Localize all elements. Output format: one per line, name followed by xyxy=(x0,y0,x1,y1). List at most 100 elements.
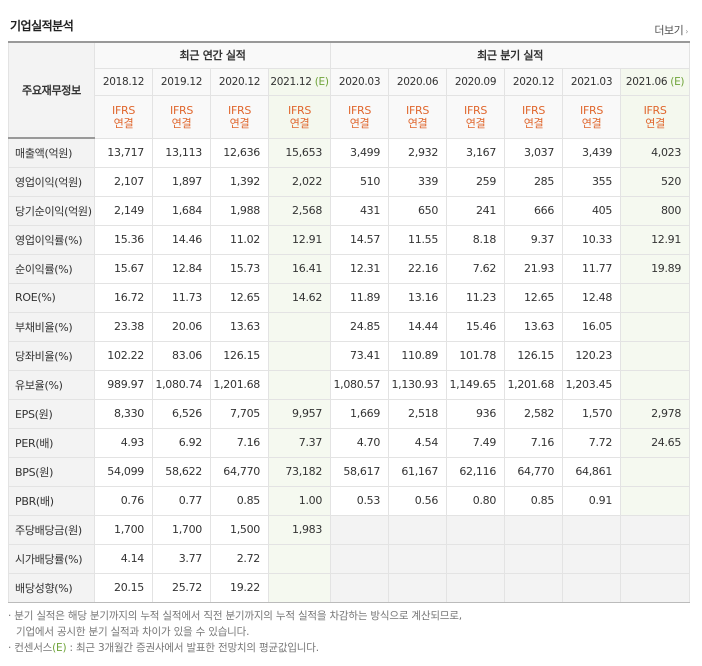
table-cell: 4,023 xyxy=(620,137,691,168)
ifrs-header: IFRS 연결 xyxy=(94,94,153,139)
table-cell: 0.53 xyxy=(330,485,390,516)
period-header: 2020.12 xyxy=(210,67,269,96)
table-cell: 21.93 xyxy=(504,253,564,284)
table-cell: 1,988 xyxy=(210,195,269,226)
table-cell xyxy=(446,543,506,574)
table-cell: 13,717 xyxy=(94,137,153,168)
table-cell: 1,080.57 xyxy=(330,369,390,400)
table-cell: 11.23 xyxy=(446,282,506,313)
table-cell: 2,582 xyxy=(504,398,564,429)
table-cell: 12.65 xyxy=(504,282,564,313)
table-row: EPS(원) 8,330 6,526 7,705 9,957 1,669 2,518 936 2… xyxy=(8,398,691,429)
table-cell: 25.72 xyxy=(152,572,211,603)
table-cell: 0.77 xyxy=(152,485,211,516)
row-label: 주당배당금(원) xyxy=(8,514,95,545)
table-cell: 3,037 xyxy=(504,137,564,168)
table-cell xyxy=(330,514,390,545)
table-cell: 16.72 xyxy=(94,282,153,313)
table-cell xyxy=(267,543,332,574)
table-row: BPS(원) 54,099 58,622 64,770 73,182 58,617 61,1… xyxy=(8,456,691,487)
table-cell: 1,570 xyxy=(562,398,622,429)
table-cell: 61,167 xyxy=(388,456,448,487)
table-cell: 6,526 xyxy=(152,398,211,429)
table-cell: 1,700 xyxy=(94,514,153,545)
section-header: 기업실적분석 더보기 › xyxy=(0,0,702,42)
table-cell: 2,932 xyxy=(388,137,448,168)
table-cell: 11.73 xyxy=(152,282,211,313)
table-cell: 2,022 xyxy=(267,166,332,197)
table-cell: 120.23 xyxy=(562,340,622,371)
row-label: EPS(원) xyxy=(8,398,95,429)
table-cell: 7,705 xyxy=(210,398,269,429)
table-cell: 4.54 xyxy=(388,427,448,458)
table-cell: 11.89 xyxy=(330,282,390,313)
table-cell: 11.77 xyxy=(562,253,622,284)
table-cell xyxy=(620,340,691,371)
period-header: 2020.03 xyxy=(330,67,390,96)
table-cell: 8,330 xyxy=(94,398,153,429)
table-cell: 7.49 xyxy=(446,427,506,458)
table-cell: 13,113 xyxy=(152,137,211,168)
row-label: 순이익률(%) xyxy=(8,253,95,284)
period-header: 2019.12 xyxy=(152,67,211,96)
table-cell xyxy=(620,572,691,603)
table-cell: 12.91 xyxy=(620,224,691,255)
ifrs-header: IFRS 연결 xyxy=(620,94,691,139)
table-row: 주당배당금(원) 1,700 1,700 1,500 1,983 xyxy=(8,514,691,545)
table-cell: 1,669 xyxy=(330,398,390,429)
table-cell: 1,203.45 xyxy=(562,369,622,400)
table-cell: 13.16 xyxy=(388,282,448,313)
row-label: BPS(원) xyxy=(8,456,95,487)
table-cell: 58,617 xyxy=(330,456,390,487)
table-cell: 1,500 xyxy=(210,514,269,545)
table-cell xyxy=(504,572,564,603)
table-row: 당좌비율(%) 102.22 83.06 126.15 73.41 110.89 101.7… xyxy=(8,340,691,371)
table-cell: 13.63 xyxy=(504,311,564,342)
table-cell: 8.18 xyxy=(446,224,506,255)
table-cell: 11.55 xyxy=(388,224,448,255)
table-cell: 1,201.68 xyxy=(504,369,564,400)
footnote-1-cont: 기업에서 공시한 분기 실적과 차이가 있을 수 있습니다. xyxy=(16,626,250,638)
more-link[interactable]: 더보기 › xyxy=(654,22,688,38)
table-cell: 10.33 xyxy=(562,224,622,255)
ifrs-header: IFRS 연결 xyxy=(152,94,211,139)
table-cell: 83.06 xyxy=(152,340,211,371)
table-row: 순이익률(%) 15.67 12.84 15.73 16.41 12.31 22.16 7.6… xyxy=(8,253,691,284)
table-cell: 0.56 xyxy=(388,485,448,516)
table-cell: 1,700 xyxy=(152,514,211,545)
ifrs-header: IFRS 연결 xyxy=(388,94,448,139)
period-header: 2021.12 (E) xyxy=(267,67,332,96)
table-cell xyxy=(620,514,691,545)
table-cell xyxy=(267,340,332,371)
table-cell: 12,636 xyxy=(210,137,269,168)
row-label: PBR(배) xyxy=(8,485,95,516)
table-cell xyxy=(388,514,448,545)
table-cell: 12.31 xyxy=(330,253,390,284)
table-cell: 1,080.74 xyxy=(152,369,211,400)
ifrs-header: IFRS 연결 xyxy=(446,94,506,139)
table-cell: 4.14 xyxy=(94,543,153,574)
table-cell: 13.63 xyxy=(210,311,269,342)
table-cell: 7.16 xyxy=(504,427,564,458)
table-cell: 989.97 xyxy=(94,369,153,400)
table-cell: 15.73 xyxy=(210,253,269,284)
table-cell: 241 xyxy=(446,195,506,226)
table-cell: 666 xyxy=(504,195,564,226)
table-cell: 650 xyxy=(388,195,448,226)
footnotes: · 분기 실적은 해당 분기까지의 누적 실적에서 직전 분기까지의 누적 실적… xyxy=(8,608,698,656)
table-row: 영업이익(억원) 2,107 1,897 1,392 2,022 510 339 259 285… xyxy=(8,166,691,197)
table-cell xyxy=(388,543,448,574)
table-cell: 1,149.65 xyxy=(446,369,506,400)
table-cell: 285 xyxy=(504,166,564,197)
table-cell: 355 xyxy=(562,166,622,197)
table-cell: 54,099 xyxy=(94,456,153,487)
table-cell xyxy=(504,543,564,574)
table-cell: 936 xyxy=(446,398,506,429)
table-cell: 3,439 xyxy=(562,137,622,168)
more-link-label: 더보기 xyxy=(654,24,684,37)
ifrs-header: IFRS 연결 xyxy=(267,94,332,139)
table-row: PER(배) 4.93 6.92 7.16 7.37 4.70 4.54 7.49 7.16 7.… xyxy=(8,427,691,458)
period-header: 2021.03 xyxy=(562,67,622,96)
table-cell: 14.46 xyxy=(152,224,211,255)
table-cell: 3.77 xyxy=(152,543,211,574)
